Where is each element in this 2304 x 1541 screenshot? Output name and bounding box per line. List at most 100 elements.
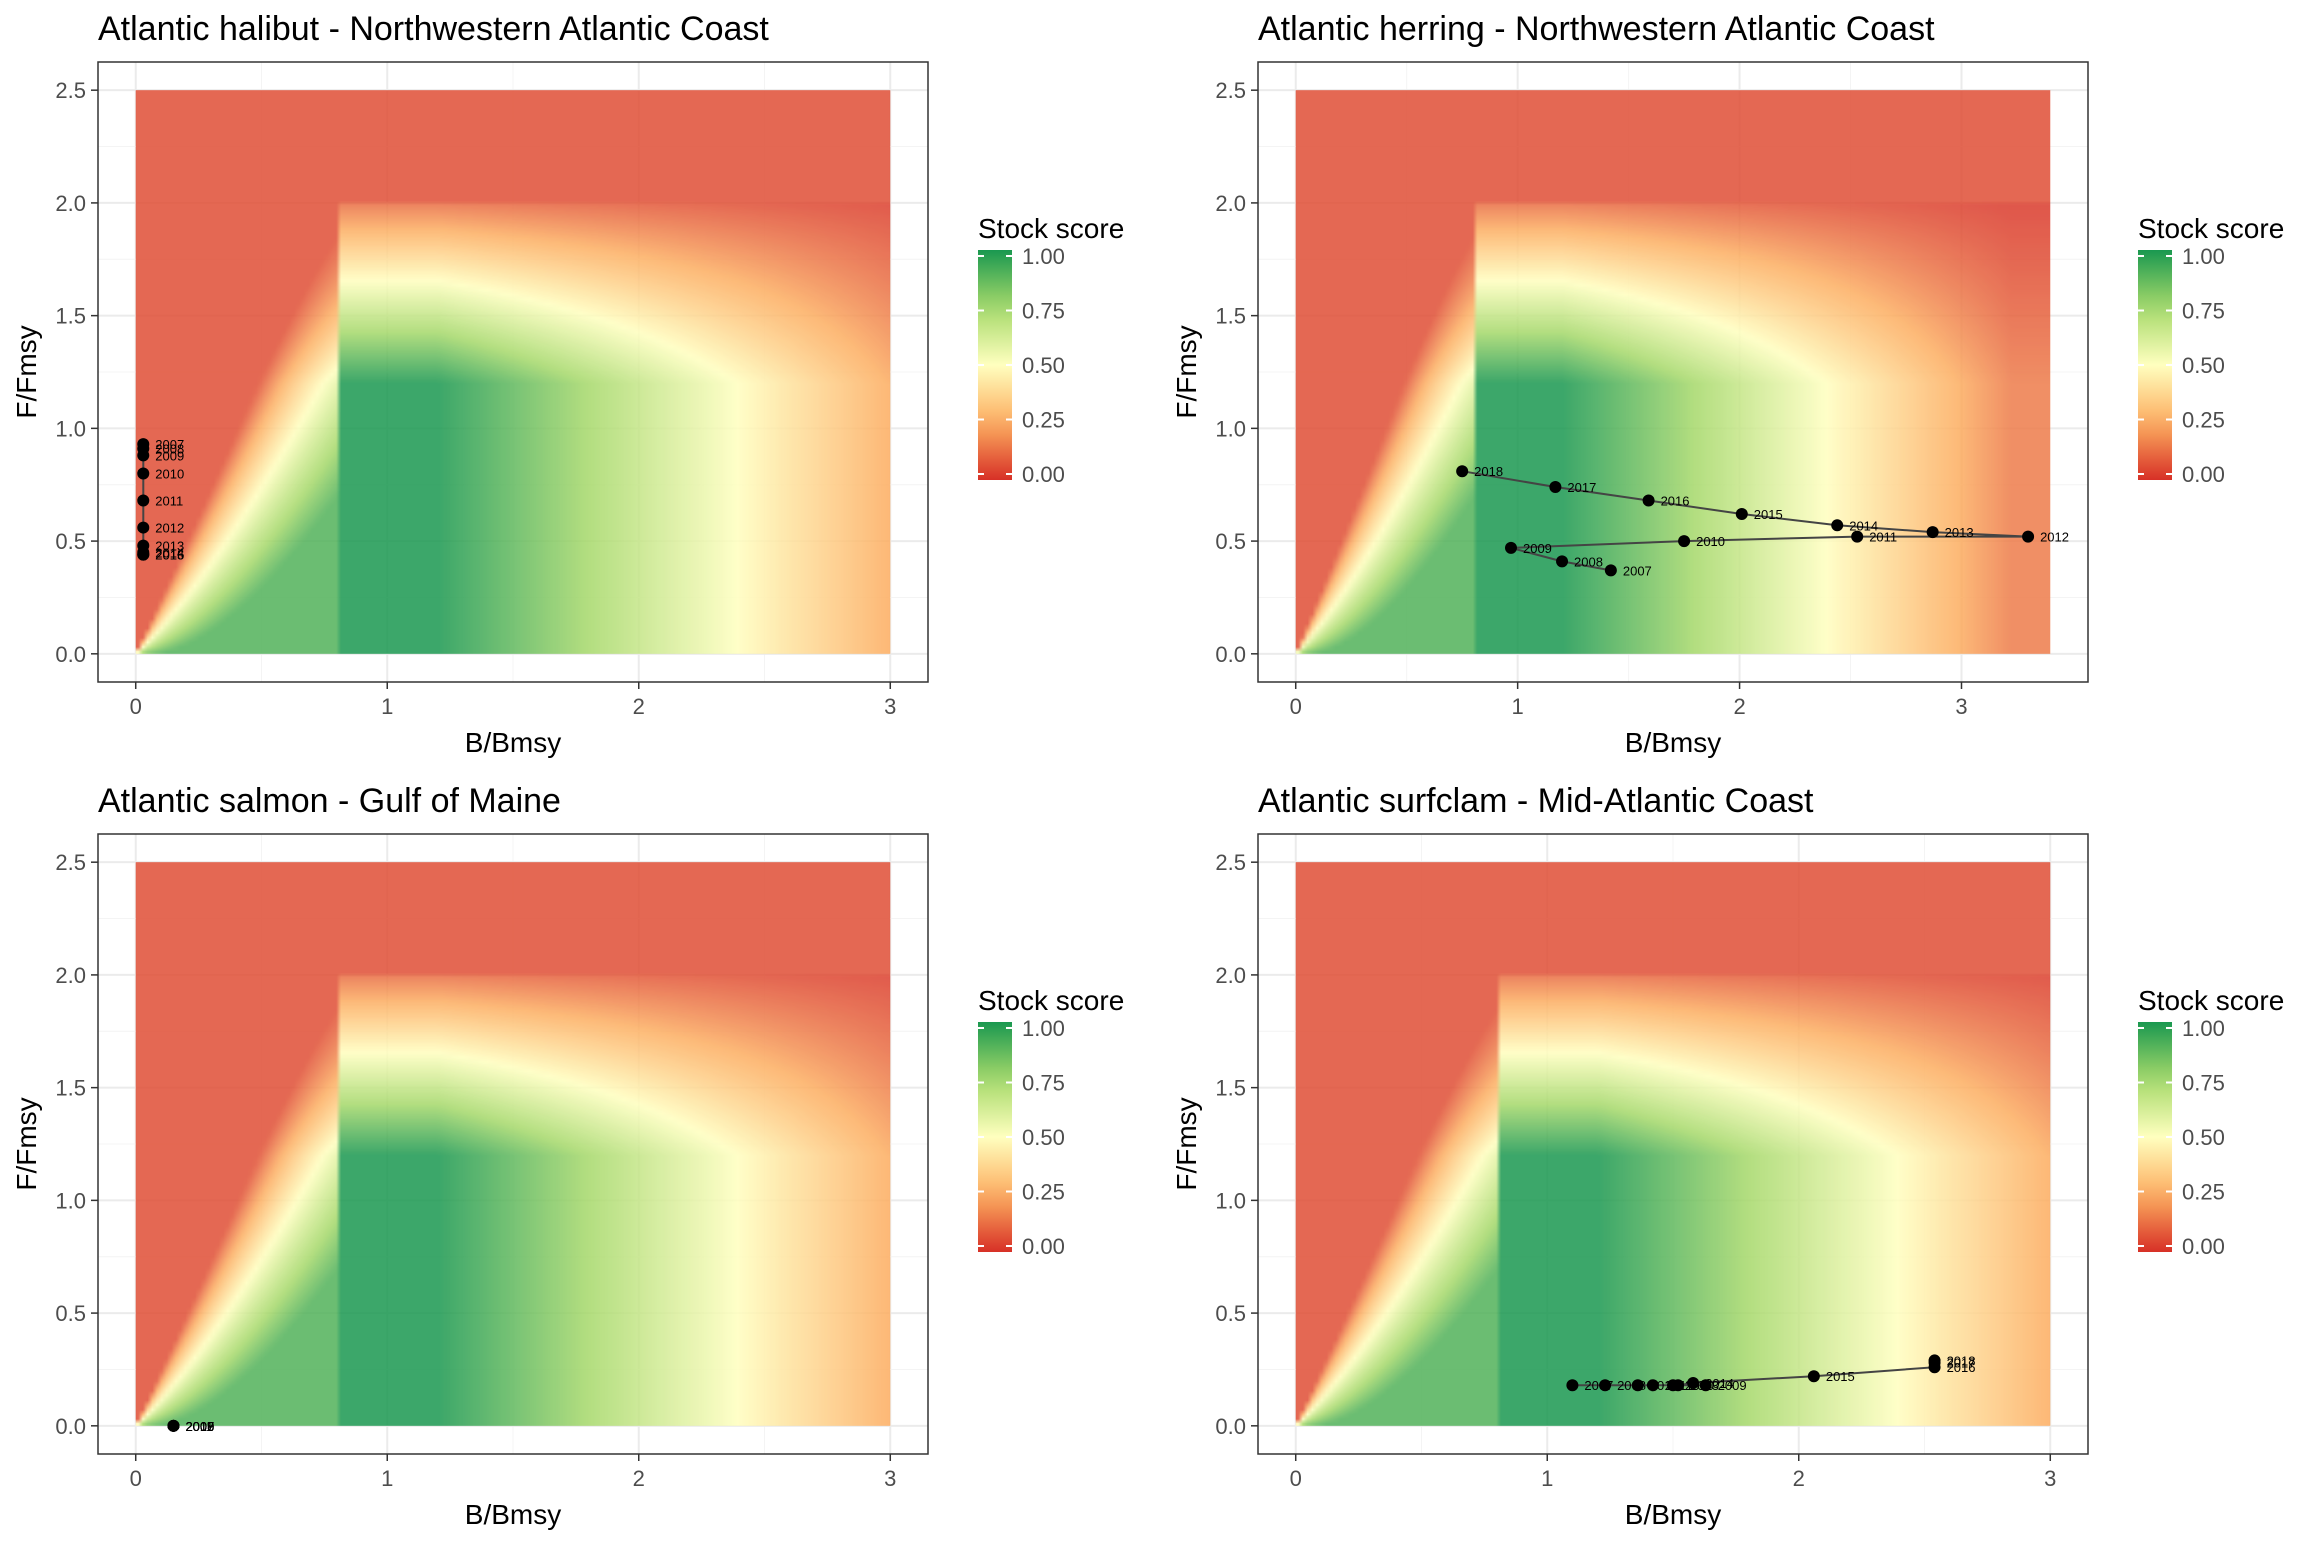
panel-border	[1257, 833, 2089, 1455]
point-label: 2017	[1947, 1356, 1976, 1371]
y-tick-label: 0.0	[55, 642, 86, 667]
point-label: 2012	[2040, 530, 2069, 545]
point-label: 2011	[185, 1419, 213, 1434]
y-tick-label: 0.5	[55, 529, 86, 554]
legend-tick-label: 0.25	[2182, 1180, 2225, 1205]
legend-title: Stock score	[2138, 985, 2284, 1016]
y-tick-label: 0.5	[1215, 1301, 1246, 1326]
data-point	[1735, 508, 1748, 521]
chart-title: Atlantic halibut - Northwestern Atlantic…	[98, 10, 769, 48]
point-label: 2009	[1718, 1378, 1747, 1393]
point-label: 2018	[1947, 1353, 1976, 1368]
y-tick-label: 2.5	[1215, 78, 1246, 103]
y-tick-label: 2.5	[55, 78, 86, 103]
y-tick-label: 1.0	[1215, 416, 1246, 441]
data-point	[1678, 535, 1691, 548]
y-tick-label: 1.5	[55, 304, 86, 329]
point-label: 2015	[1754, 507, 1783, 522]
point-label: 2011	[155, 494, 183, 509]
data-point	[1504, 541, 1517, 554]
panel-border	[97, 61, 929, 683]
legend-title: Stock score	[2138, 213, 2284, 244]
data-point	[1631, 1379, 1644, 1392]
legend-tick-label: 0.50	[2182, 353, 2225, 378]
point-label: 2007	[1623, 563, 1652, 578]
data-point	[1642, 494, 1655, 507]
legend-tick-label: 1.00	[2182, 1016, 2225, 1041]
point-label: 2014	[155, 545, 184, 560]
point-label: 2008	[185, 1419, 214, 1434]
y-axis-title: F/Fmsy	[11, 325, 42, 418]
x-axis-title: B/Bmsy	[1625, 1499, 1721, 1530]
point-label: 2018	[1474, 464, 1503, 479]
chart-panel-4: Atlantic surfclam - Mid-Atlantic Coast20…	[1171, 782, 2284, 1530]
data-point	[1807, 1370, 1820, 1383]
y-tick-label: 2.5	[1215, 850, 1246, 875]
y-tick-label: 2.0	[55, 963, 86, 988]
y-axis-title: F/Fmsy	[1171, 325, 1202, 418]
data-point	[1556, 555, 1569, 568]
legend-tick-label: 1.00	[1022, 244, 1065, 269]
y-tick-label: 1.0	[55, 416, 86, 441]
x-tick-label: 2	[633, 694, 645, 719]
legend-tick-label: 0.00	[1022, 1234, 1065, 1259]
y-tick-label: 1.5	[1215, 1076, 1246, 1101]
legend-tick-label: 0.75	[2182, 1071, 2225, 1096]
y-axis-title: F/Fmsy	[1171, 1097, 1202, 1190]
legend-tick-label: 0.00	[2182, 462, 2225, 487]
y-tick-label: 2.0	[1215, 963, 1246, 988]
chart-title: Atlantic herring - Northwestern Atlantic…	[1258, 10, 1935, 48]
y-tick-label: 1.0	[55, 1188, 86, 1213]
point-label: 2010	[185, 1419, 214, 1434]
legend-title: Stock score	[978, 985, 1124, 1016]
legend-tick-label: 0.25	[2182, 408, 2225, 433]
x-tick-label: 1	[1512, 694, 1524, 719]
data-point	[1646, 1379, 1659, 1392]
x-tick-label: 1	[1541, 1466, 1553, 1491]
point-label: 2008	[155, 442, 184, 457]
stock-score-heatmap	[135, 90, 891, 654]
x-tick-label: 2	[633, 1466, 645, 1491]
x-tick-label: 0	[130, 1466, 142, 1491]
point-label: 2013	[1945, 525, 1974, 540]
x-tick-label: 0	[130, 694, 142, 719]
point-label: 2014	[1849, 518, 1878, 533]
data-point	[137, 521, 150, 534]
x-tick-label: 2	[1733, 694, 1745, 719]
data-point	[1566, 1379, 1579, 1392]
data-point	[137, 494, 150, 507]
legend-tick-label: 0.50	[1022, 1125, 1065, 1150]
point-label: 2016	[1947, 1360, 1976, 1375]
x-tick-label: 2	[1793, 1466, 1805, 1491]
data-point	[167, 1419, 180, 1432]
point-label: 2009	[1523, 541, 1552, 556]
point-label: 2009	[155, 448, 184, 463]
data-point	[1599, 1379, 1612, 1392]
data-point	[1672, 1379, 1685, 1392]
point-label: 2012	[1650, 1378, 1679, 1393]
data-point	[1687, 1376, 1700, 1389]
data-point	[1604, 564, 1617, 577]
stock-score-heatmap	[135, 862, 891, 1426]
point-label: 2015	[155, 548, 184, 563]
data-point	[137, 467, 150, 480]
x-tick-label: 3	[1955, 694, 1967, 719]
point-label: 2014	[1705, 1376, 1734, 1391]
data-point	[1699, 1379, 1712, 1392]
legend-tick-label: 0.50	[2182, 1125, 2225, 1150]
legend-tick-label: 0.75	[2182, 299, 2225, 324]
data-point	[1928, 1354, 1941, 1367]
chart-title: Atlantic surfclam - Mid-Atlantic Coast	[1258, 782, 1814, 820]
x-tick-label: 3	[2044, 1466, 2056, 1491]
data-point	[1456, 465, 1469, 478]
legend-tick-label: 0.00	[1022, 462, 1065, 487]
x-axis-title: B/Bmsy	[1625, 727, 1721, 758]
y-tick-label: 1.5	[1215, 304, 1246, 329]
point-label: 2013	[155, 539, 184, 554]
legend-tick-label: 0.25	[1022, 1180, 1065, 1205]
point-label: 2008	[1574, 554, 1603, 569]
x-axis-title: B/Bmsy	[465, 727, 561, 758]
chart-panel-3: Atlantic salmon - Gulf of Maine200720082…	[11, 782, 1124, 1530]
